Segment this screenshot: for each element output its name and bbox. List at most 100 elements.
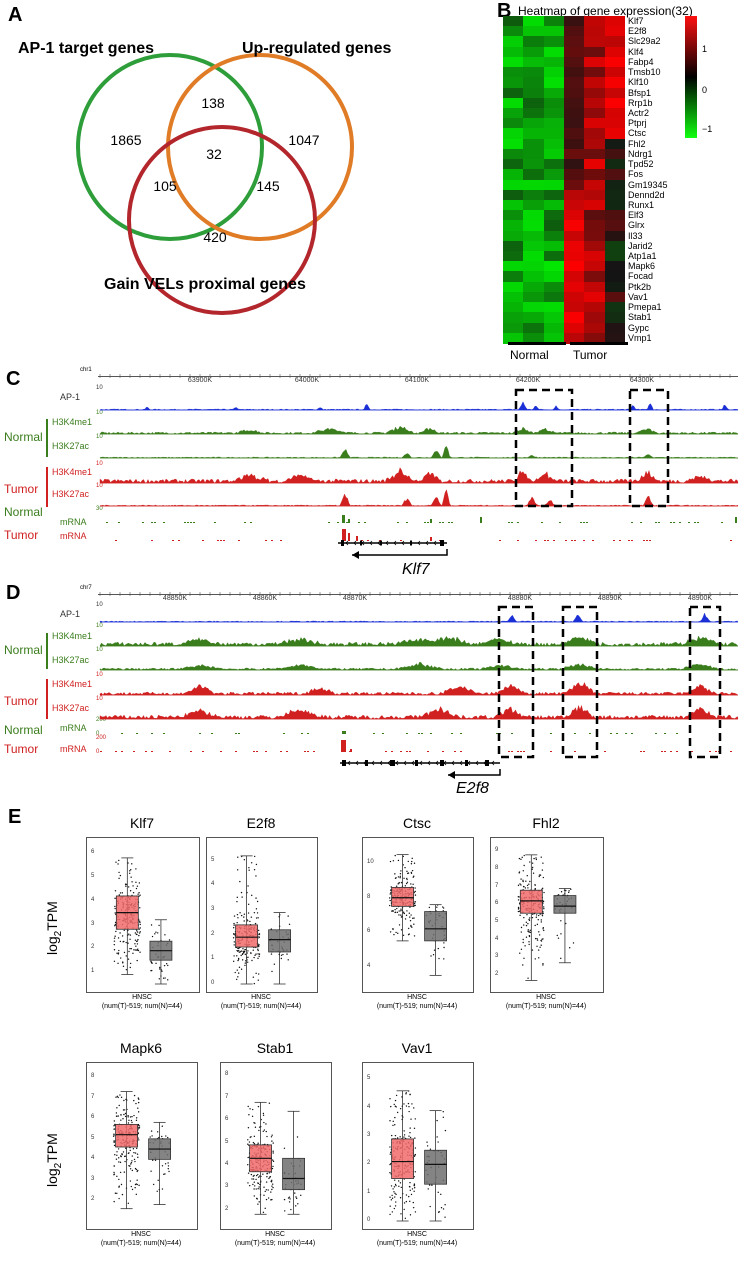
jitter-point <box>132 885 134 887</box>
jitter-point <box>395 1201 397 1203</box>
jitter-point <box>400 908 402 910</box>
jitter-point <box>527 922 529 925</box>
box-iqr <box>268 929 291 953</box>
jitter-point <box>414 1171 416 1173</box>
jitter-point <box>251 1115 254 1118</box>
heatmap-cell <box>584 169 606 180</box>
heatmap-cell <box>503 230 524 242</box>
jitter-point <box>266 1176 268 1178</box>
heatmap-gene-label: Ctsc <box>628 128 646 139</box>
mrna-signal <box>613 540 615 541</box>
jitter-point <box>271 1167 274 1170</box>
jitter-point <box>128 933 130 935</box>
jitter-point <box>540 944 542 946</box>
heatmap-cell <box>523 210 545 221</box>
heatmap-cell <box>564 56 585 68</box>
mrna-signal <box>580 522 582 523</box>
jitter-point <box>393 1186 396 1188</box>
jitter-point <box>389 1153 391 1155</box>
jitter-point <box>114 935 116 937</box>
jitter-point <box>396 911 399 914</box>
jitter-point <box>121 1153 123 1156</box>
heatmap-cell <box>523 138 545 150</box>
jitter-point <box>428 1184 431 1186</box>
jitter-point <box>167 1162 169 1164</box>
jitter-point <box>149 1136 151 1138</box>
box-iqr <box>282 1157 305 1191</box>
jitter-point <box>241 959 244 961</box>
boxplot-svg <box>113 857 173 985</box>
jitter-point <box>389 1213 391 1216</box>
heatmap-cell <box>523 87 545 99</box>
jitter-point <box>389 1163 391 1166</box>
jitter-point <box>272 1142 274 1144</box>
ylabel-unit: TPM <box>44 1133 60 1163</box>
heatmap-cell <box>543 97 565 109</box>
heatmap-cell <box>543 148 565 160</box>
jitter-point <box>531 862 534 864</box>
mrna-peak <box>356 536 358 541</box>
jitter-point <box>271 1179 273 1181</box>
jitter-point <box>118 1197 120 1200</box>
jitter-point <box>543 929 545 932</box>
jitter-point <box>123 1099 125 1102</box>
jitter-point <box>252 949 254 951</box>
mrna-signal <box>337 522 339 523</box>
jitter-point <box>240 954 242 957</box>
mrna-signal <box>670 751 672 752</box>
jitter-point <box>522 941 524 944</box>
jitter-point <box>151 962 153 964</box>
jitter-point <box>132 892 135 894</box>
heatmap-cell <box>543 67 565 78</box>
mrna-peak <box>342 529 346 541</box>
jitter-point <box>525 921 528 923</box>
jitter-point <box>410 863 413 865</box>
jitter-point <box>525 936 528 938</box>
heatmap-gene-label: Ndrg1 <box>628 148 653 159</box>
jitter-point <box>409 1127 411 1129</box>
heatmap-cell <box>564 67 585 78</box>
jitter-point <box>240 950 243 952</box>
heatmap-cell <box>543 77 565 89</box>
jitter-point <box>542 912 544 915</box>
coord-d-1: 48860K <box>252 595 278 602</box>
jitter-point <box>125 885 127 887</box>
jitter-point <box>289 1198 291 1200</box>
jitter-point <box>541 888 543 891</box>
jitter-point <box>161 1165 164 1167</box>
jitter-point <box>430 955 432 957</box>
gene-strand-arrow <box>483 760 487 766</box>
jitter-point <box>414 1118 416 1120</box>
jitter-point <box>540 856 542 858</box>
jitter-point <box>248 1114 250 1116</box>
jitter-point <box>399 1197 402 1199</box>
mrna-signal <box>346 522 348 523</box>
jitter-point <box>254 1126 257 1128</box>
jitter-point <box>392 1120 394 1123</box>
jitter-point <box>117 952 120 954</box>
mrna-signal <box>649 540 651 541</box>
heatmap-cell <box>543 302 565 313</box>
jitter-point <box>389 860 392 863</box>
jitter-point <box>156 1190 158 1192</box>
jitter-point <box>114 890 117 892</box>
heatmap-cell <box>543 169 565 180</box>
jitter-point <box>541 869 544 871</box>
jitter-point <box>233 924 235 926</box>
jitter-point <box>264 1190 266 1193</box>
venn-count-up-only: 1047 <box>288 132 320 148</box>
jitter-point <box>300 1194 302 1197</box>
jitter-point <box>139 931 141 933</box>
jitter-point <box>394 1099 397 1102</box>
venn-label-up: Up-regulated genes <box>242 40 392 57</box>
jitter-point <box>531 866 534 869</box>
heatmap-gene-label: Fhl2 <box>628 138 646 149</box>
jitter-point <box>252 976 255 978</box>
jitter-point <box>392 1124 394 1127</box>
heatmap-cell <box>604 46 626 58</box>
jitter-point <box>236 900 238 903</box>
jitter-point <box>517 899 520 901</box>
jitter-point <box>137 1101 140 1104</box>
tracks-svg-c <box>99 374 739 559</box>
jitter-point <box>257 957 259 960</box>
